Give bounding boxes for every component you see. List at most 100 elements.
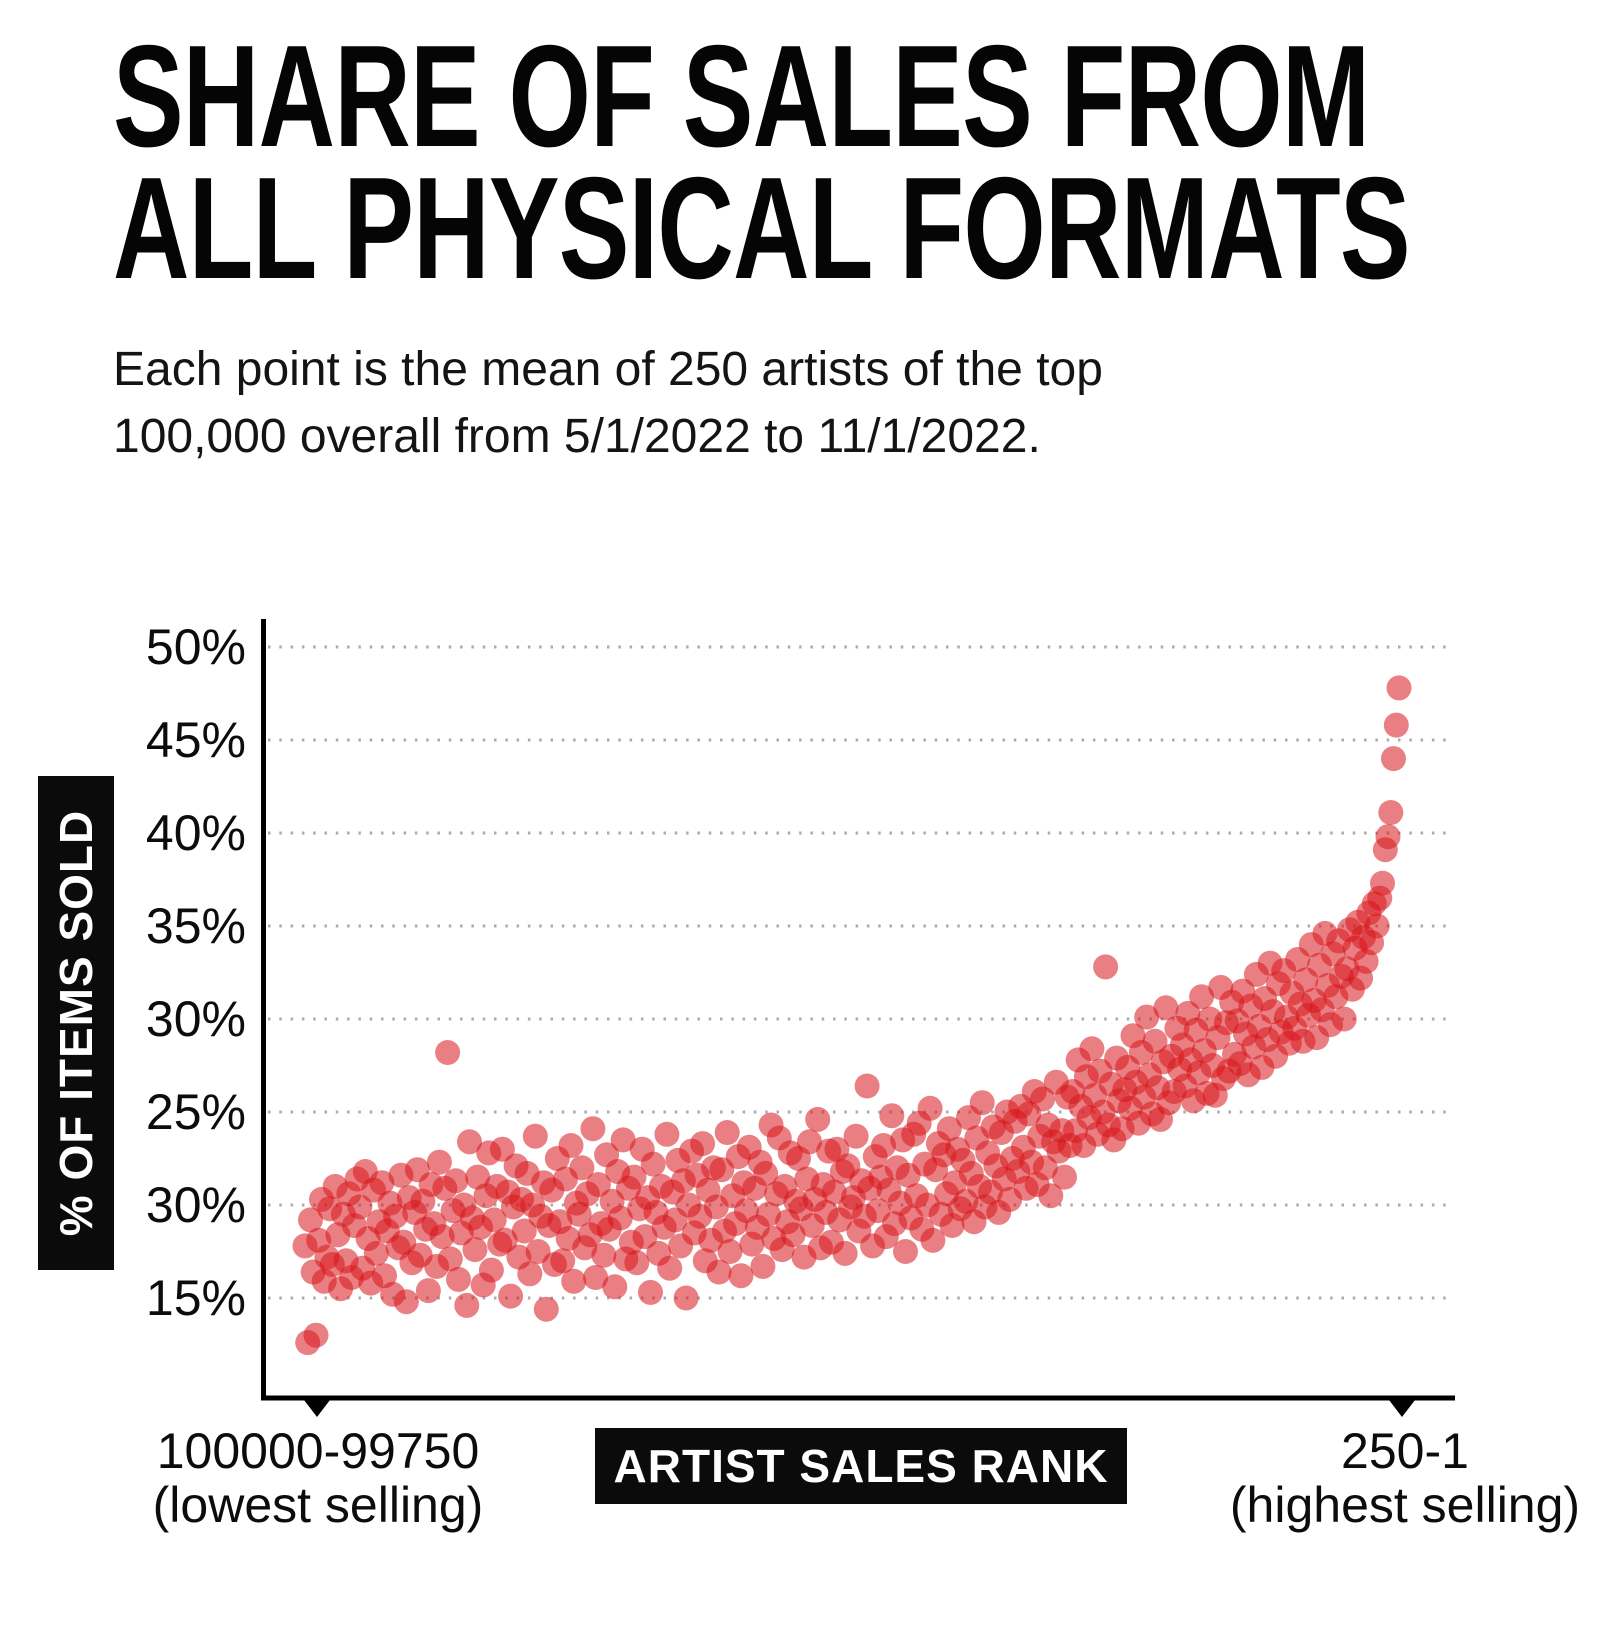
- data-point: [1093, 954, 1119, 980]
- data-point: [465, 1164, 491, 1190]
- data-point: [797, 1129, 822, 1155]
- x-tick-marker-left: [304, 1400, 330, 1417]
- data-point: [632, 1224, 658, 1250]
- y-axis-label: % OF ITEMS SOLD: [50, 809, 102, 1237]
- data-point: [511, 1218, 537, 1244]
- data-point: [805, 1106, 831, 1132]
- data-point: [1331, 1006, 1357, 1032]
- data-point: [569, 1155, 595, 1181]
- chart-title-line1: SHARE OF SALES FROM: [113, 15, 1370, 177]
- data-point: [372, 1263, 397, 1289]
- data-point: [363, 1240, 389, 1266]
- data-point: [580, 1116, 606, 1142]
- data-point: [753, 1160, 779, 1186]
- x-axis-label-box: ARTIST SALES RANK: [595, 1428, 1127, 1504]
- data-point: [714, 1120, 740, 1145]
- data-point: [879, 1103, 905, 1129]
- x-tick-highest-selling: 250-1 (highest selling): [1155, 1424, 1600, 1532]
- data-point: [871, 1133, 896, 1158]
- data-point: [893, 1239, 918, 1264]
- y-tick-label: 35%: [145, 898, 246, 954]
- data-point: [561, 1268, 587, 1294]
- data-point: [657, 1255, 683, 1281]
- data-point: [821, 1179, 847, 1205]
- data-point: [969, 1090, 995, 1116]
- data-point: [1189, 984, 1215, 1010]
- data-point: [1153, 995, 1179, 1021]
- y-axis-label-box: % OF ITEMS SOLD: [38, 776, 114, 1270]
- data-point: [936, 1116, 962, 1142]
- data-point: [462, 1237, 488, 1263]
- y-tick-label: 45%: [145, 712, 246, 768]
- data-point: [426, 1149, 452, 1175]
- x-axis-label: ARTIST SALES RANK: [613, 1440, 1109, 1492]
- data-point: [393, 1289, 419, 1315]
- x-tick-marker-right: [1389, 1400, 1415, 1417]
- y-tick-label: 30%: [145, 991, 246, 1047]
- data-point: [1079, 1036, 1105, 1062]
- y-tick-label: 50%: [145, 619, 246, 675]
- data-point: [298, 1207, 323, 1233]
- data-point: [492, 1227, 518, 1253]
- chart-subtitle-line1: Each point is the mean of 250 artists of…: [113, 343, 1103, 396]
- data-point: [583, 1265, 609, 1290]
- y-tick-label: 15%: [145, 1270, 246, 1326]
- data-point: [755, 1201, 781, 1227]
- x-tick-left-rank: 100000-99750: [156, 1423, 480, 1479]
- data-point: [1386, 675, 1412, 701]
- data-point: [481, 1207, 507, 1233]
- data-point: [1142, 1028, 1168, 1054]
- data-point: [443, 1168, 469, 1194]
- data-point: [638, 1279, 663, 1305]
- data-point: [780, 1222, 806, 1248]
- y-tick-label: 30%: [145, 1177, 246, 1233]
- data-point: [654, 1121, 680, 1147]
- data-point: [1032, 1155, 1058, 1181]
- data-point: [717, 1239, 743, 1264]
- chart-title-line2: ALL PHYSICAL FORMATS: [113, 147, 1411, 309]
- data-point: [585, 1172, 611, 1197]
- y-tick-label: 25%: [145, 1084, 246, 1140]
- data-point: [1370, 870, 1395, 896]
- data-point: [437, 1246, 463, 1272]
- data-point: [690, 1131, 716, 1157]
- chart-title: SHARE OF SALES FROM ALL PHYSICAL FORMATS: [113, 15, 1411, 309]
- data-point: [843, 1123, 869, 1149]
- data-point: [1364, 913, 1390, 939]
- data-point: [624, 1250, 650, 1276]
- data-point: [550, 1248, 576, 1274]
- data-point: [303, 1322, 329, 1348]
- data-point: [1038, 1183, 1064, 1209]
- data-point: [1030, 1086, 1056, 1112]
- y-tick-label: 40%: [145, 805, 246, 861]
- data-point: [498, 1283, 524, 1309]
- data-point: [1134, 1004, 1160, 1030]
- data-point: [1378, 800, 1404, 825]
- data-point: [1052, 1164, 1077, 1190]
- x-tick-left-sublabel: (lowest selling): [152, 1477, 484, 1533]
- data-point: [429, 1224, 455, 1250]
- data-point: [369, 1170, 395, 1196]
- data-point: [415, 1278, 441, 1304]
- data-point: [489, 1136, 515, 1162]
- data-point: [1375, 824, 1401, 850]
- data-point: [533, 1296, 559, 1322]
- data-point: [1383, 712, 1409, 738]
- data-point: [522, 1123, 548, 1149]
- data-point: [750, 1253, 776, 1279]
- data-point: [640, 1151, 666, 1177]
- data-point: [591, 1242, 617, 1268]
- data-point: [1381, 746, 1406, 772]
- data-point: [854, 1073, 880, 1099]
- data-point: [435, 1040, 461, 1065]
- data-point: [347, 1194, 373, 1220]
- data-point: [566, 1201, 592, 1227]
- data-point: [610, 1127, 636, 1153]
- data-point: [706, 1259, 732, 1285]
- x-tick-right-sublabel: (highest selling): [1229, 1477, 1581, 1533]
- chart-subtitle-line2: 100,000 overall from 5/1/2022 to 11/1/20…: [113, 410, 1041, 463]
- data-point: [602, 1274, 628, 1300]
- data-point: [917, 1095, 943, 1121]
- data-point: [920, 1227, 946, 1253]
- data-point: [607, 1205, 633, 1231]
